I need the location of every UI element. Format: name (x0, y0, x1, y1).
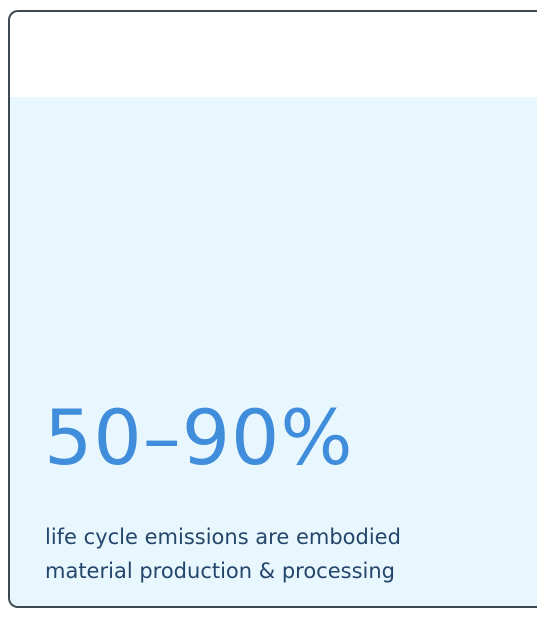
stat-description: life cycle emissions are embodied materi… (45, 520, 401, 588)
stat-card (8, 10, 537, 608)
description-line: life cycle emissions are embodied (45, 525, 401, 549)
stat-value: 50–90% (44, 393, 354, 482)
description-line: material production & processing (45, 559, 395, 583)
card-panel (10, 97, 537, 606)
